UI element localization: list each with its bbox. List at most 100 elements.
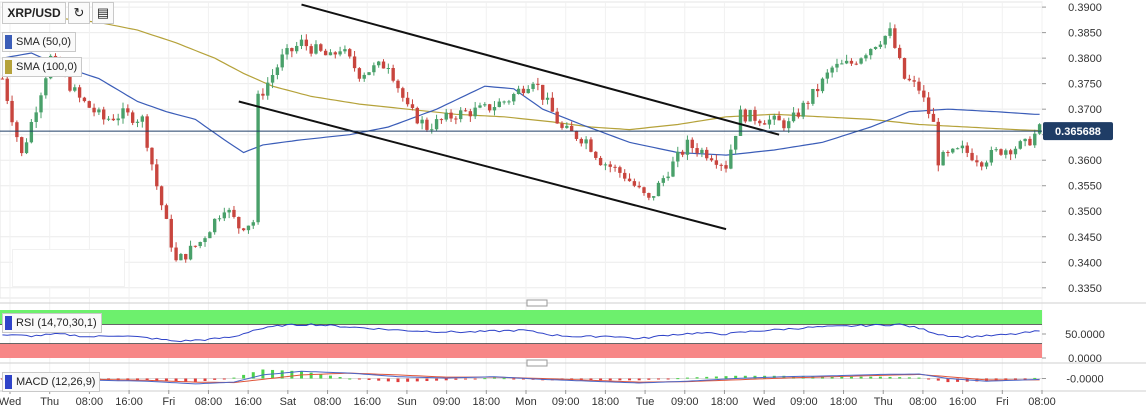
candle-body <box>449 112 453 119</box>
candle-body <box>241 228 246 231</box>
candle-body <box>434 119 439 130</box>
candle-body <box>840 63 844 65</box>
candle-body <box>680 151 685 155</box>
candle-body <box>516 88 521 94</box>
candle-body <box>352 56 357 69</box>
candle <box>377 60 381 68</box>
time-tick-label: 09:00 <box>790 396 818 408</box>
macd-histogram-bar <box>792 375 796 379</box>
candle-body <box>762 123 767 125</box>
candle <box>598 155 603 166</box>
refresh-icon[interactable]: ↻ <box>68 2 90 24</box>
candle <box>579 137 583 147</box>
candle <box>82 96 87 103</box>
candle <box>270 69 275 89</box>
sma50-legend[interactable]: SMA (50,0) <box>2 32 77 52</box>
macd-histogram-bar <box>406 378 410 382</box>
macd-histogram-bar <box>444 378 448 381</box>
symbol-selector[interactable]: XRP/USD <box>2 2 66 24</box>
candle-body <box>526 88 530 94</box>
candle-body <box>10 100 14 123</box>
candle-body <box>685 139 690 155</box>
candle-body <box>377 61 381 66</box>
candle <box>984 160 989 170</box>
macd-histogram-bar <box>608 378 612 381</box>
rsi-legend[interactable]: RSI (14,70,30,1) <box>2 313 102 333</box>
macd-histogram-bar <box>251 372 255 379</box>
candle <box>898 44 902 60</box>
candle <box>912 75 916 88</box>
macd-histogram-bar <box>222 378 226 380</box>
candle <box>569 121 574 132</box>
time-tick-label: 08:00 <box>909 396 937 408</box>
candle <box>372 62 376 76</box>
candle-body <box>261 93 265 96</box>
candle-body <box>888 28 892 36</box>
candle-body <box>550 97 555 112</box>
candle <box>338 46 342 57</box>
candle-body <box>188 245 193 260</box>
candle <box>705 147 709 161</box>
candle-body <box>801 102 805 117</box>
candle-body <box>859 58 863 64</box>
candle-body <box>222 212 227 219</box>
candle-body <box>835 63 839 68</box>
candle-body <box>294 45 299 52</box>
candle <box>840 59 844 65</box>
macd-histogram-bar <box>927 378 931 380</box>
candle-body <box>926 97 931 114</box>
candle <box>791 107 796 123</box>
candle-body <box>478 105 482 108</box>
macd-label: MACD (12,26,9) <box>16 376 96 388</box>
candle <box>232 205 236 219</box>
candle <box>512 92 516 105</box>
candle-body <box>275 67 280 75</box>
candle-body <box>309 46 313 54</box>
candle-body <box>975 160 979 163</box>
candle <box>820 77 825 94</box>
candle-body <box>753 109 757 121</box>
candle-body <box>304 39 309 47</box>
candle-body <box>425 119 429 130</box>
time-tick-label: 08:00 <box>76 396 104 408</box>
candle <box>415 106 419 125</box>
candle-body <box>598 157 603 166</box>
bar-chart-icon[interactable]: ▤ <box>92 2 114 24</box>
sma100-legend[interactable]: SMA (100,0) <box>2 57 83 77</box>
candle-body <box>1037 124 1042 134</box>
macd-histogram-bar <box>309 372 313 379</box>
macd-histogram-bar <box>184 378 188 382</box>
candle-body <box>92 107 96 113</box>
time-tick-label: Sat <box>280 396 297 408</box>
candle <box>203 236 207 247</box>
candle <box>516 85 521 95</box>
price-tick-label: 0.3800 <box>1068 53 1102 65</box>
candle <box>584 136 588 150</box>
candle-body <box>671 161 675 177</box>
macd-legend[interactable]: MACD (12,26,9) <box>2 372 101 392</box>
macd-histogram-bar <box>357 378 361 380</box>
candle <box>463 107 468 112</box>
candle <box>695 143 699 157</box>
macd-histogram-bar <box>435 378 439 381</box>
candle <box>198 241 202 249</box>
candle-body <box>1018 141 1022 149</box>
time-tick-label: 18:00 <box>592 396 620 408</box>
candle-body <box>483 104 487 106</box>
candle <box>208 231 212 239</box>
candle <box>1018 139 1022 150</box>
candle-body <box>150 147 154 165</box>
candle-body <box>714 160 719 165</box>
candle <box>729 144 733 170</box>
candle-body <box>111 118 116 121</box>
candle-body <box>700 149 704 154</box>
macd-histogram-bar <box>473 378 477 380</box>
candle <box>126 104 130 116</box>
candle-body <box>386 67 391 69</box>
candle-body <box>319 44 323 51</box>
candle-body <box>140 116 144 122</box>
pane-resize-handle <box>526 299 548 307</box>
candle <box>806 100 810 110</box>
candle <box>135 119 140 128</box>
